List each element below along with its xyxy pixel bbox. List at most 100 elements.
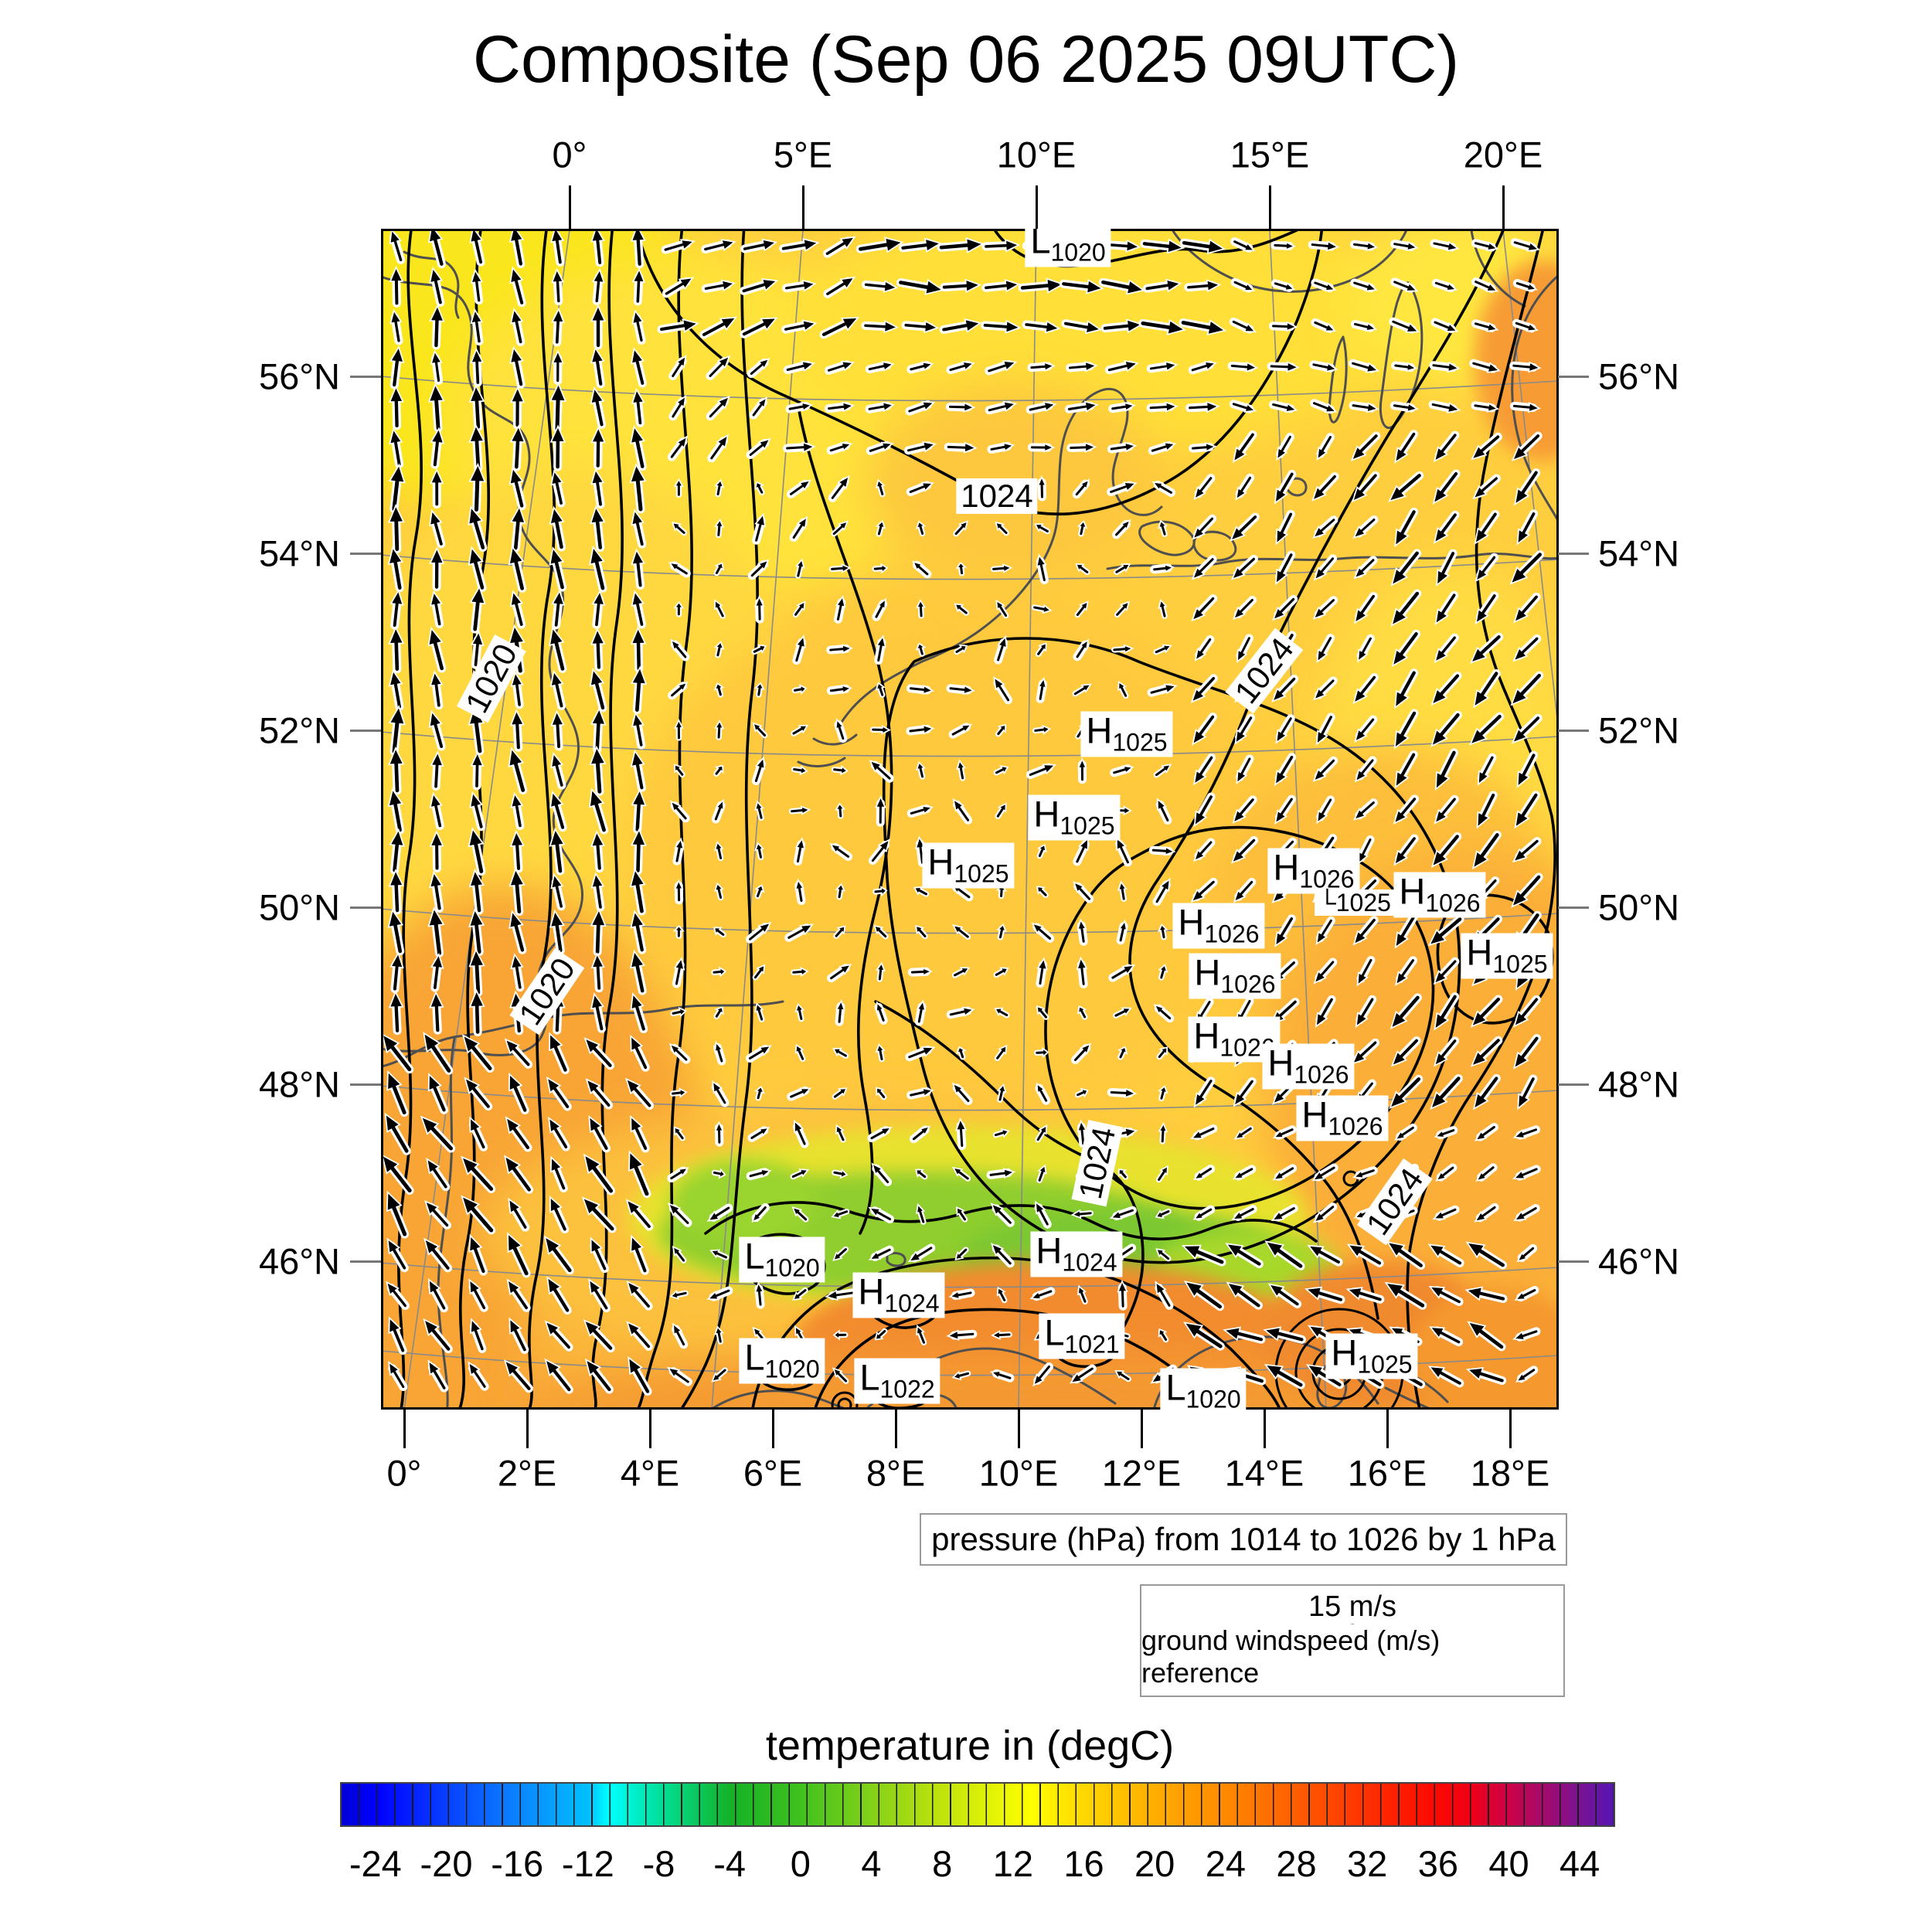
contour-value-label: 1020 [509, 947, 585, 1036]
pressure-center-h-label: H1026 [1393, 872, 1486, 918]
left-axis-label: 56°N [258, 355, 340, 397]
right-axis-label: 48°N [1598, 1063, 1680, 1105]
axis-tick [772, 1410, 774, 1448]
pressure-center-h-label: H1024 [1030, 1231, 1123, 1277]
left-axis-label: 48°N [258, 1063, 340, 1105]
bottom-axis-label: 4°E [620, 1452, 680, 1494]
top-axis-label: 10°E [996, 134, 1077, 175]
axis-tick [802, 185, 804, 229]
bottom-axis-label: 0° [386, 1452, 422, 1494]
axis-tick [1269, 185, 1271, 229]
pressure-center-h-label: H1025 [1080, 711, 1173, 757]
axis-tick [1558, 553, 1589, 555]
axis-tick [1558, 730, 1589, 732]
pressure-center-h-label: H1026 [1189, 953, 1281, 999]
axis-tick [1141, 1410, 1143, 1448]
top-axis-label: 15°E [1230, 134, 1310, 175]
top-axis-label: 5°E [773, 134, 833, 175]
axis-tick [350, 1083, 381, 1086]
pressure-center-l-label: L1021 [1039, 1313, 1125, 1359]
pressure-center-h-label: H1024 [852, 1272, 945, 1318]
bottom-axis-label: 14°E [1224, 1452, 1304, 1494]
wind-reference-speed: 15 m/s [1308, 1590, 1397, 1623]
top-axis-label: 0° [552, 134, 587, 175]
pressure-center-l-label: L1020 [739, 1236, 825, 1283]
bottom-axis-label: 2°E [497, 1452, 557, 1494]
colorbar-segment-dividers [342, 1784, 1614, 1825]
pressure-center-h-label: H1026 [1262, 1043, 1355, 1090]
colorbar-title: temperature in (degC) [765, 1723, 1175, 1769]
axis-tick [1558, 1083, 1589, 1086]
axis-tick [1502, 185, 1505, 229]
contour-value-label: 1024 [1071, 1119, 1124, 1207]
pressure-caption-box: pressure (hPa) from 1014 to 1026 by 1 hP… [920, 1513, 1567, 1566]
pressure-center-l-label: L1020 [1025, 229, 1111, 267]
colorbar-tick-label: -8 [642, 1843, 675, 1884]
right-axis-label: 50°N [1598, 886, 1680, 928]
right-axis-label: 52°N [1598, 709, 1680, 751]
axis-tick [1558, 376, 1589, 378]
bottom-axis-label: 6°E [743, 1452, 803, 1494]
colorbar-tick-label: -20 [420, 1843, 473, 1884]
axis-tick [1509, 1410, 1512, 1448]
axis-tick [1036, 185, 1038, 229]
pressure-center-l-label: L1022 [854, 1358, 940, 1404]
colorbar-tick-label: 24 [1205, 1843, 1246, 1884]
wind-reference-caption: ground windspeed (m/s) reference [1141, 1624, 1440, 1689]
bottom-axis-label: 10°E [978, 1452, 1059, 1494]
colorbar-tick-label: 44 [1560, 1843, 1600, 1884]
contour-value-label: 1020 [456, 634, 527, 723]
pressure-center-h-label: H1026 [1172, 903, 1265, 949]
colorbar-tick-label: -24 [349, 1843, 402, 1884]
wind-arrows [381, 229, 1545, 1396]
colorbar-tick-label: 40 [1488, 1843, 1529, 1884]
axis-tick [1386, 1410, 1389, 1448]
colorbar-tick-label: 8 [932, 1843, 953, 1884]
right-axis-label: 46°N [1598, 1240, 1680, 1282]
temperature-shading [381, 229, 1559, 1410]
axis-tick [1018, 1410, 1020, 1448]
axis-tick [350, 553, 381, 555]
left-axis-label: 52°N [258, 709, 340, 751]
axis-tick [1558, 1260, 1589, 1263]
right-axis-label: 54°N [1598, 532, 1680, 574]
colorbar-tick-label: 4 [861, 1843, 882, 1884]
colorbar-tick-label: 0 [790, 1843, 811, 1884]
bottom-axis-label: 16°E [1347, 1452, 1427, 1494]
axis-tick [350, 376, 381, 378]
pressure-caption-text: pressure (hPa) from 1014 to 1026 by 1 hP… [931, 1521, 1556, 1557]
weather-map: L1020 H1025 H1025 H1025 H1026 H1026 H1025 H1026… [381, 229, 1559, 1410]
contour-value-label: 1024 [1356, 1158, 1434, 1246]
pressure-center-h-label: H1025 [922, 842, 1015, 889]
colorbar-tick-label: 28 [1276, 1843, 1317, 1884]
pressure-center-h-label: H1025 [1461, 933, 1553, 979]
map-label-layer: L1020 H1025 H1025 H1025 H1026 H1026 H1025 H1026… [381, 229, 1559, 1410]
left-axis-label: 46°N [258, 1240, 340, 1282]
bottom-axis-label: 18°E [1470, 1452, 1550, 1494]
map-canvas [381, 229, 1559, 1410]
colorbar-tick-label: -4 [713, 1843, 747, 1884]
bottom-axis-label: 12°E [1101, 1452, 1182, 1494]
temperature-colorbar [340, 1782, 1615, 1827]
colorbar-tick-label: -12 [561, 1843, 614, 1884]
pressure-center-h-label: H1026 [1296, 1095, 1389, 1141]
wind-reference-box: 15 m/s ground windspeed (m/s) reference [1140, 1584, 1565, 1697]
pressure-center-l-label: L1020 [739, 1338, 825, 1384]
axis-tick [649, 1410, 651, 1448]
axis-tick [895, 1410, 897, 1448]
colorbar-tick-label: 36 [1417, 1843, 1458, 1884]
right-axis-label: 56°N [1598, 355, 1680, 397]
pressure-center-l-label: L1020 [1160, 1368, 1247, 1410]
axis-tick [569, 185, 571, 229]
top-axis-label: 20°E [1463, 134, 1543, 175]
pressure-center-h-label: H1025 [1028, 794, 1121, 841]
left-axis-label: 54°N [258, 532, 340, 574]
map-frame [381, 229, 1559, 1410]
axis-tick [350, 1260, 381, 1263]
left-axis-label: 50°N [258, 886, 340, 928]
axis-tick [526, 1410, 529, 1448]
contour-value-label: 1024 [1225, 628, 1304, 714]
axis-tick [1264, 1410, 1266, 1448]
page-title: Composite (Sep 06 2025 09UTC) [472, 22, 1460, 97]
bottom-axis-label: 8°E [866, 1452, 926, 1494]
